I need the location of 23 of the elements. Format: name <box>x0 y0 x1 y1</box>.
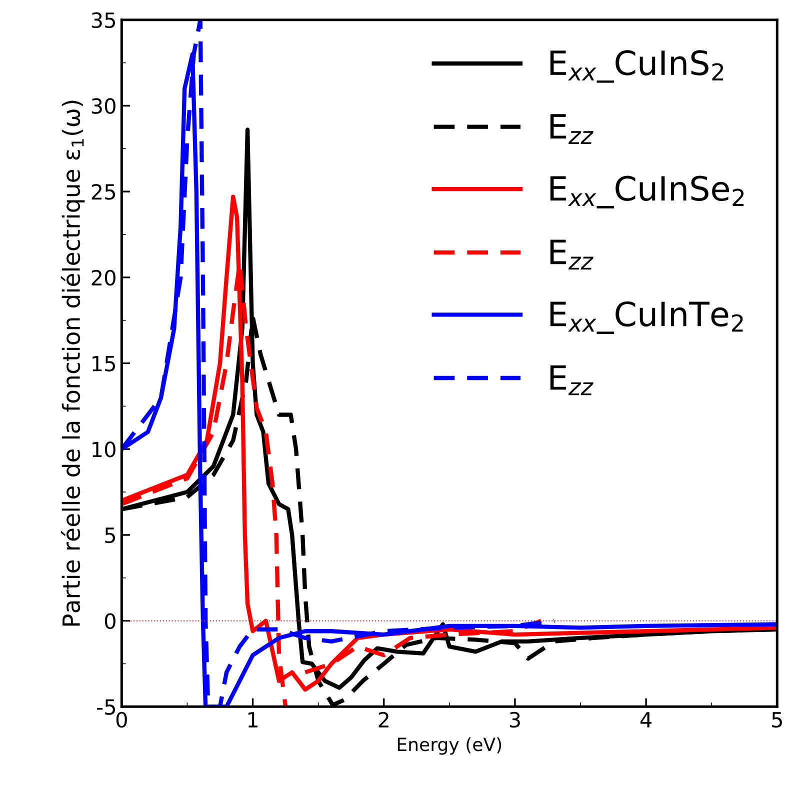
legend-label: E$_{zz}$ <box>550 240 594 270</box>
y-tick-label: 5 <box>105 528 115 544</box>
legend-label: E$_{xx}$_CuInSe$_{2}$ <box>550 176 744 208</box>
y-tick-label: 35 <box>92 12 115 28</box>
y-tick-label: 25 <box>92 184 115 200</box>
x-tick-label: 5 <box>772 712 782 728</box>
y-tick-label: -5 <box>97 699 115 715</box>
legend-label: E$_{xx}$_CuInTe$_{2}$ <box>550 301 743 334</box>
legend-label: E$_{xx}$_CuInS$_{2}$ <box>550 50 724 83</box>
x-tick-label: 0 <box>116 712 127 728</box>
x-tick-label: 2 <box>378 712 388 728</box>
x-tick-label: 3 <box>510 712 520 728</box>
y-tick-label: 20 <box>92 270 116 286</box>
x-tick-label: 4 <box>640 712 652 728</box>
y-tick-label: 30 <box>92 98 116 114</box>
legend-label: E$_{zz}$ <box>550 114 594 144</box>
y-tick-label: 0 <box>104 613 116 630</box>
x-tick-label: 1 <box>248 712 258 728</box>
y-tick-label: 10 <box>92 442 116 458</box>
x-axis-title: Energy (eV) <box>398 737 502 755</box>
y-tick-label: 15 <box>92 356 115 372</box>
legend-label: E$_{zz}$ <box>550 365 594 396</box>
y-axis-title: Partie réelle de la fonction diélectrique ε$_{1}$(ω) <box>60 100 85 626</box>
